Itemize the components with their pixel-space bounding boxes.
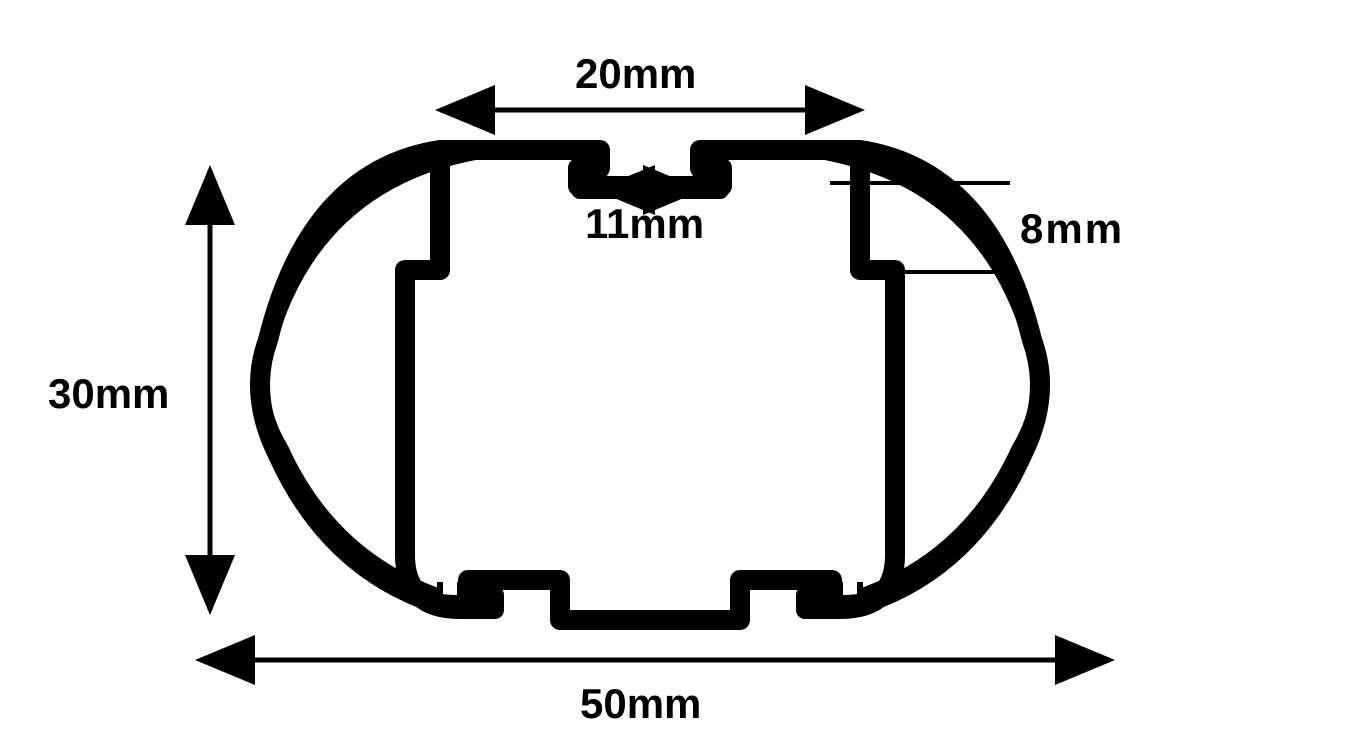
dim-label-slot-depth: 8mm <box>1020 205 1124 253</box>
dim-label-top-slot: 20mm <box>575 50 696 98</box>
dim-label-slot-gap: 11mm <box>585 200 704 248</box>
dim-label-height: 30mm <box>48 370 169 418</box>
dim-label-width: 50mm <box>580 680 701 728</box>
profile-drawing <box>0 0 1371 748</box>
technical-diagram: 20mm 11mm 8mm 30mm 50mm <box>0 0 1371 748</box>
